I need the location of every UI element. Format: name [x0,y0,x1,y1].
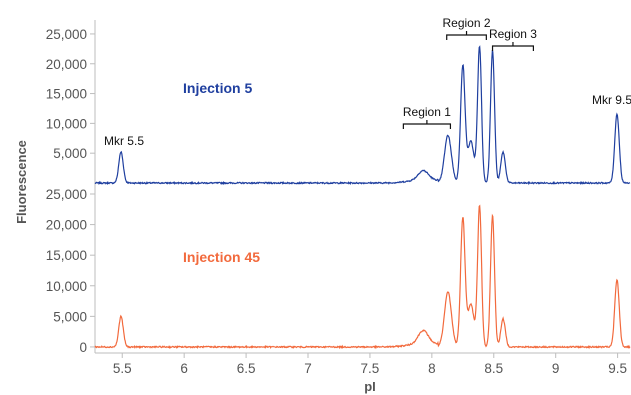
y-tick-label: 5,000 [53,309,87,324]
region-bracket [446,31,487,40]
y-tick-label: 25,000 [46,187,87,202]
x-tick-label: 9.5 [608,361,627,376]
y-tick-label: 10,000 [46,279,87,294]
x-tick-label: 6 [180,361,188,376]
series-line-0 [94,45,631,186]
y-tick-label: 25,000 [46,27,87,42]
plot-area [94,45,631,350]
region-label: Region 3 [489,27,537,41]
y-tick-label: 15,000 [46,248,87,263]
x-tick-label: 5.5 [113,361,132,376]
y-axis-title: Fluorescence [14,140,29,224]
y-tick-label: 0 [79,340,87,355]
x-tick-label: 9 [552,361,560,376]
x-axis-ticks: 5.5 6 6.5 7 7.5 8 8.5 9 9.5 [95,352,630,376]
series-line-1 [94,204,631,350]
region-label: Region 2 [443,16,491,30]
x-tick-label: 7 [304,361,312,376]
y-tick-label: 20,000 [46,218,87,233]
y-tick-label: 10,000 [46,116,87,131]
x-tick-label: 8 [428,361,436,376]
annotations: Injection 5 Mkr 5.5 Mkr 9.5 Region 1 Region … [104,16,631,265]
y-tick-label: 20,000 [46,57,87,72]
x-axis-title: pI [364,379,376,394]
region-bracket [491,42,535,51]
region-label: Region 1 [403,105,451,119]
y-axis-ticks: 5,000 10,000 15,000 20,000 25,000 0 5,000 10,00… [46,20,96,355]
marker-annotation: Mkr 9.5 [592,93,631,107]
x-tick-label: 6.5 [237,361,256,376]
y-tick-label: 5,000 [53,146,87,161]
region-bracket [402,120,452,129]
y-tick-label: 15,000 [46,87,87,102]
series-label: Injection 5 [183,80,252,96]
x-tick-label: 7.5 [361,361,380,376]
series-label: Injection 45 [183,249,260,265]
marker-annotation: Mkr 5.5 [104,134,144,148]
x-tick-label: 8.5 [484,361,503,376]
